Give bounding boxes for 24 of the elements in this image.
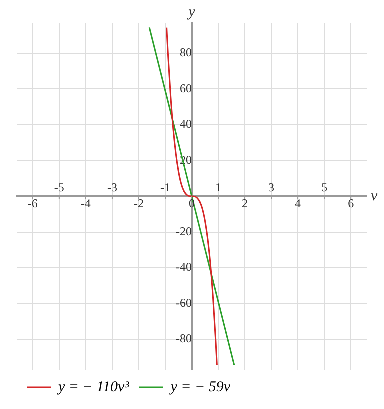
x2-tick-label: 1	[216, 180, 222, 195]
legend-label: y = − 59v	[168, 379, 231, 396]
x2-tick-label: 5	[322, 180, 328, 195]
y-tick-label: 40	[180, 117, 192, 132]
x2-tick-label: -1	[160, 180, 170, 195]
x2-tick-label: -5	[54, 180, 64, 195]
x-tick-label: -2	[134, 196, 144, 211]
y-axis-title: y	[186, 4, 196, 20]
x-tick-label: 2	[242, 196, 248, 211]
x-tick-label: -6	[28, 196, 38, 211]
y-tick-label: 80	[180, 46, 192, 60]
x2-tick-label: -3	[107, 180, 118, 195]
y-tick-label: -20	[176, 224, 192, 238]
x-tick-label: -4	[80, 196, 91, 211]
x2-tick-label: 3	[268, 180, 275, 195]
x-tick-label: 0	[189, 196, 195, 211]
y-tick-label: 60	[180, 81, 192, 96]
y-tick-label: -40	[176, 260, 192, 274]
legend-label: y = − 110v³	[56, 379, 130, 396]
x-axis-title: v	[371, 188, 378, 204]
y-tick-label: -60	[176, 296, 192, 310]
x-tick-label: 6	[348, 196, 354, 211]
x-tick-label: 4	[295, 196, 302, 211]
y-tick-label: -80	[176, 332, 192, 346]
